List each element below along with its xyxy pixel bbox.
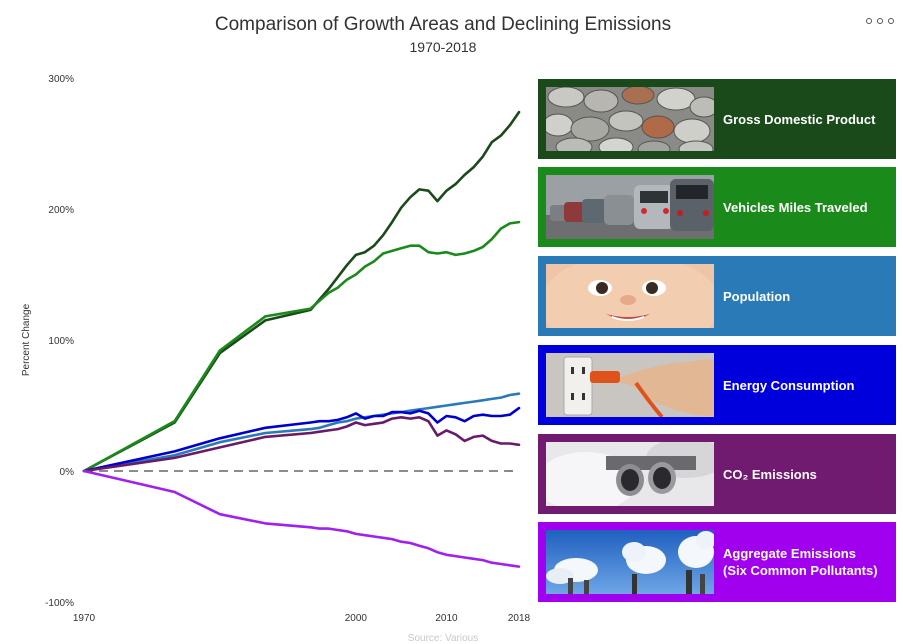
card-label-line1: Aggregate Emissions [723,546,856,561]
x-tick-label: 2000 [345,613,368,624]
series-line-3 [82,406,521,473]
card-energy-consumption: Energy Consumption [538,345,896,425]
y-tick-label: -100% [45,598,74,609]
smokestacks-image [546,530,714,594]
y-tick-label: 300% [48,74,74,85]
chart-title: Comparison of Growth Areas and Declining… [214,14,672,35]
card-label: Vehicles Miles Traveled [723,199,868,215]
chart-subtitle: 1970-2018 [409,39,477,55]
series-line-4 [82,415,521,473]
y-tick-label: 200% [48,205,74,216]
series-line-5 [82,469,521,568]
coins-image [546,87,714,151]
y-tick-label: 0% [60,467,75,478]
baby-image [546,264,714,328]
card-population: Population [538,256,896,336]
card-gross-domestic-product: Gross Domestic Product [538,79,896,159]
card-vehicles-miles-traveled: Vehicles Miles Traveled [538,167,896,247]
card-label: Gross Domestic Product [723,111,876,127]
x-tick-label: 1970 [73,613,96,624]
card-label-line2: (Six Common Pollutants) [723,563,878,578]
y-tick-label: 100% [48,336,74,347]
x-tick-label: 2018 [508,613,531,624]
card-label: Aggregate Emissions (Six Common Pollutan… [723,545,878,579]
card-label: CO₂ Emissions [723,466,817,482]
ellipsis-icon[interactable] [866,14,894,28]
exhaust-pipe-image [546,442,714,506]
power-plug-image [546,353,714,417]
card-aggregate-emissions: Aggregate Emissions (Six Common Pollutan… [538,522,896,602]
y-axis-label: Percent Change [21,303,32,376]
card-label: Energy Consumption [723,377,855,393]
traffic-image [546,175,714,239]
card-label: Population [723,288,791,304]
series-line-1 [82,220,521,473]
chart-source: Source: Various [407,633,479,644]
x-tick-label: 2010 [435,613,458,624]
card-co2-emissions: CO₂ Emissions [538,434,896,514]
